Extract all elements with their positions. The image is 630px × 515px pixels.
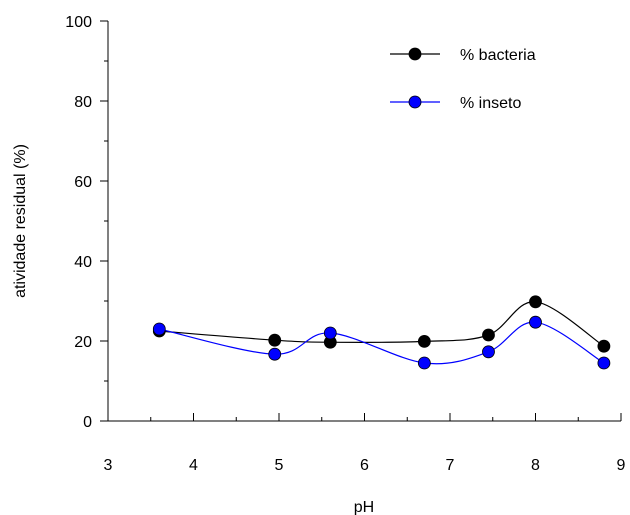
legend: % bacteria % inseto: [390, 47, 536, 112]
data-point: [482, 346, 494, 358]
data-point: [530, 316, 542, 328]
data-point: [153, 323, 165, 335]
x-tick-label: 3: [104, 457, 113, 474]
y-tick-label: 0: [83, 414, 92, 431]
series-layer: [153, 296, 610, 369]
data-point: [482, 329, 494, 341]
data-point: [598, 340, 610, 352]
data-point: [598, 357, 610, 369]
x-tick-label: 7: [446, 457, 455, 474]
y-tick-label: 60: [74, 174, 92, 191]
y-axis-title: atividade residual (%): [12, 144, 29, 298]
plot-frame: [108, 21, 621, 421]
x-tick-label: 5: [275, 457, 284, 474]
x-tick-label: 8: [531, 457, 540, 474]
legend-swatch-marker: [409, 48, 421, 60]
data-point: [269, 348, 281, 360]
x-axis-ticks: 3 4 5 6 7 8 9: [104, 413, 626, 474]
x-tick-label: 4: [189, 457, 198, 474]
x-tick-label: 9: [617, 457, 626, 474]
legend-label: % bacteria: [460, 47, 536, 64]
x-axis-title: pH: [354, 499, 374, 515]
legend-label: % inseto: [460, 95, 521, 112]
y-axis-ticks: 0 20 40 60 80 100: [65, 14, 108, 431]
data-point: [530, 296, 542, 308]
y-tick-label: 100: [65, 14, 92, 31]
legend-item: % inseto: [390, 95, 521, 112]
data-point: [324, 327, 336, 339]
y-tick-label: 20: [74, 334, 92, 351]
legend-item: % bacteria: [390, 47, 536, 64]
data-point: [269, 334, 281, 346]
data-point: [418, 335, 430, 347]
legend-swatch-marker: [409, 96, 421, 108]
y-tick-label: 80: [74, 94, 92, 111]
y-tick-label: 40: [74, 254, 92, 271]
x-tick-label: 6: [360, 457, 369, 474]
data-point: [418, 357, 430, 369]
